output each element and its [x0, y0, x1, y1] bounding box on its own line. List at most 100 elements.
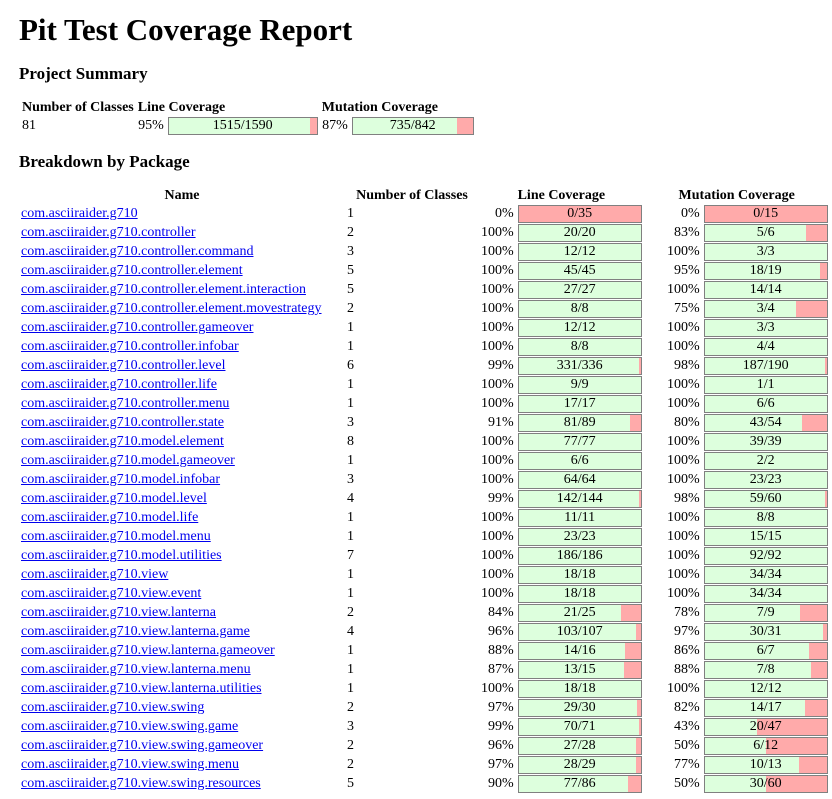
- line-coverage-legend: 9/9: [570, 376, 589, 392]
- line-coverage-legend: 0/35: [567, 205, 593, 221]
- mutation-coverage-legend: 1/1: [756, 376, 775, 392]
- line-coverage-pct: 97%: [488, 700, 514, 715]
- package-link[interactable]: com.asciiraider.g710.controller.state: [21, 415, 224, 430]
- line-coverage-pct: 100%: [481, 529, 514, 544]
- package-link[interactable]: com.asciiraider.g710.model.element: [21, 434, 224, 449]
- package-link[interactable]: com.asciiraider.g710.controller.level: [21, 358, 226, 373]
- package-link[interactable]: com.asciiraider.g710.controller.gameover: [21, 320, 254, 335]
- class-count: 1: [347, 396, 354, 411]
- mutation-coverage-pct: 97%: [674, 624, 700, 639]
- mutation-coverage-bar-fill: [704, 756, 799, 773]
- package-link[interactable]: com.asciiraider.g710.view.lanterna: [21, 605, 217, 620]
- table-row: com.asciiraider.g710.controller.element.…: [20, 299, 829, 318]
- table-row: com.asciiraider.g710.model.life 1 100% 11/1…: [20, 508, 829, 527]
- line-coverage-legend: 23/23: [563, 528, 596, 544]
- package-link[interactable]: com.asciiraider.g710.model.gameover: [21, 453, 235, 468]
- mutation-coverage-bar: 7/9: [703, 603, 828, 622]
- package-link[interactable]: com.asciiraider.g710.view.swing.menu: [21, 757, 239, 772]
- table-row: com.asciiraider.g710.view.swing.resource…: [20, 774, 829, 793]
- line-coverage-bar: 23/23: [517, 527, 642, 546]
- package-link[interactable]: com.asciiraider.g710.controller.element.…: [21, 282, 306, 297]
- class-count: 5: [347, 282, 354, 297]
- mutation-coverage-bar-fill: [704, 433, 827, 450]
- table-row: com.asciiraider.g710.view 1 100% 18/18 100% 3…: [20, 565, 829, 584]
- mutation-coverage-legend: 20/47: [749, 718, 782, 734]
- summary-row: 81 95% 1515/1590 87% 735/842: [21, 116, 475, 135]
- line-coverage-bar: 14/16: [517, 641, 642, 660]
- package-link[interactable]: com.asciiraider.g710.model.utilities: [21, 548, 222, 563]
- package-link[interactable]: com.asciiraider.g710.view.lanterna.gameo…: [21, 643, 275, 658]
- line-coverage-bar: 331/336: [517, 356, 642, 375]
- line-coverage-bar: 18/18: [517, 584, 642, 603]
- line-coverage-bar: 27/28: [517, 736, 642, 755]
- class-count: 5: [347, 776, 354, 791]
- package-link[interactable]: com.asciiraider.g710.model.life: [21, 510, 199, 525]
- line-coverage-bar-fill: [518, 585, 641, 602]
- line-coverage-bar-fill: [518, 718, 639, 735]
- package-link[interactable]: com.asciiraider.g710.view.lanterna.game: [21, 624, 250, 639]
- table-row: com.asciiraider.g710.view.lanterna 2 84% 21…: [20, 603, 829, 622]
- package-link[interactable]: com.asciiraider.g710.view.lanterna.menu: [21, 662, 251, 677]
- package-link[interactable]: com.asciiraider.g710.controller.infobar: [21, 339, 239, 354]
- mutation-coverage-bar-fill: [704, 737, 766, 754]
- package-link[interactable]: com.asciiraider.g710.view.swing: [21, 700, 205, 715]
- summary-classes-value: 81: [22, 118, 36, 133]
- line-coverage-pct: 84%: [488, 605, 514, 620]
- line-coverage-legend: 6/6: [570, 452, 589, 468]
- package-link[interactable]: com.asciiraider.g710.view.event: [21, 586, 202, 601]
- table-row: com.asciiraider.g710.model.menu 1 100% 23/2…: [20, 527, 829, 546]
- mutation-coverage-bar-fill: [704, 338, 827, 355]
- package-link[interactable]: com.asciiraider.g710.controller.command: [21, 244, 254, 259]
- class-count: 2: [347, 301, 354, 316]
- package-link[interactable]: com.asciiraider.g710: [21, 206, 138, 221]
- line-coverage-legend: 8/8: [570, 300, 589, 316]
- mutation-coverage-bar-fill: [704, 547, 827, 564]
- line-coverage-bar-fill: [518, 737, 637, 754]
- mutation-coverage-legend: 14/14: [749, 281, 782, 297]
- mutation-coverage-legend: 34/34: [749, 566, 782, 582]
- line-coverage-bar-fill: [518, 756, 637, 773]
- mutation-coverage-pct: 100%: [667, 396, 700, 411]
- line-coverage-bar-fill: [518, 528, 641, 545]
- package-link[interactable]: com.asciiraider.g710.controller.element.…: [21, 301, 322, 316]
- mutation-coverage-pct: 100%: [667, 377, 700, 392]
- package-link[interactable]: com.asciiraider.g710.model.infobar: [21, 472, 221, 487]
- line-coverage-bar: 21/25: [517, 603, 642, 622]
- mutation-coverage-pct: 100%: [667, 510, 700, 525]
- mutation-coverage-bar: 14/17: [703, 698, 828, 717]
- mutation-coverage-legend: 30/31: [749, 623, 782, 639]
- class-count: 3: [347, 244, 354, 259]
- class-count: 1: [347, 453, 354, 468]
- mutation-coverage-bar: 6/6: [703, 394, 828, 413]
- line-coverage-legend: 12/12: [563, 319, 596, 335]
- line-coverage-bar: 77/77: [517, 432, 642, 451]
- mutation-coverage-bar: 20/47: [703, 717, 828, 736]
- line-coverage-bar: 70/71: [517, 717, 642, 736]
- package-link[interactable]: com.asciiraider.g710.controller.menu: [21, 396, 230, 411]
- table-row: com.asciiraider.g710.view.lanterna.menu 1…: [20, 660, 829, 679]
- mutation-coverage-bar: 6/7: [703, 641, 828, 660]
- line-coverage-pct: 99%: [488, 719, 514, 734]
- package-link[interactable]: com.asciiraider.g710.model.level: [21, 491, 207, 506]
- package-link[interactable]: com.asciiraider.g710.controller.life: [21, 377, 217, 392]
- package-link[interactable]: com.asciiraider.g710.controller.element: [21, 263, 243, 278]
- mutation-coverage-bar: 14/14: [703, 280, 828, 299]
- class-count: 2: [347, 700, 354, 715]
- package-link[interactable]: com.asciiraider.g710.view: [21, 567, 169, 582]
- line-coverage-bar-fill: [518, 224, 641, 241]
- class-count: 2: [347, 757, 354, 772]
- package-link[interactable]: com.asciiraider.g710.model.menu: [21, 529, 211, 544]
- package-link[interactable]: com.asciiraider.g710.view.lanterna.utili…: [21, 681, 262, 696]
- package-link[interactable]: com.asciiraider.g710.view.swing.gameover: [21, 738, 264, 753]
- line-coverage-bar-fill: [518, 319, 641, 336]
- line-coverage-pct: 100%: [481, 263, 514, 278]
- line-coverage-pct: 100%: [481, 510, 514, 525]
- class-count: 1: [347, 206, 354, 221]
- line-coverage-legend: 17/17: [563, 395, 596, 411]
- package-link[interactable]: com.asciiraider.g710.view.swing.resource…: [21, 776, 261, 791]
- line-coverage-bar: 142/144: [517, 489, 642, 508]
- line-coverage-pct: 100%: [481, 396, 514, 411]
- package-link[interactable]: com.asciiraider.g710.view.swing.game: [21, 719, 239, 734]
- table-row: com.asciiraider.g710.view.swing.game 3 99%…: [20, 717, 829, 736]
- package-link[interactable]: com.asciiraider.g710.controller: [21, 225, 196, 240]
